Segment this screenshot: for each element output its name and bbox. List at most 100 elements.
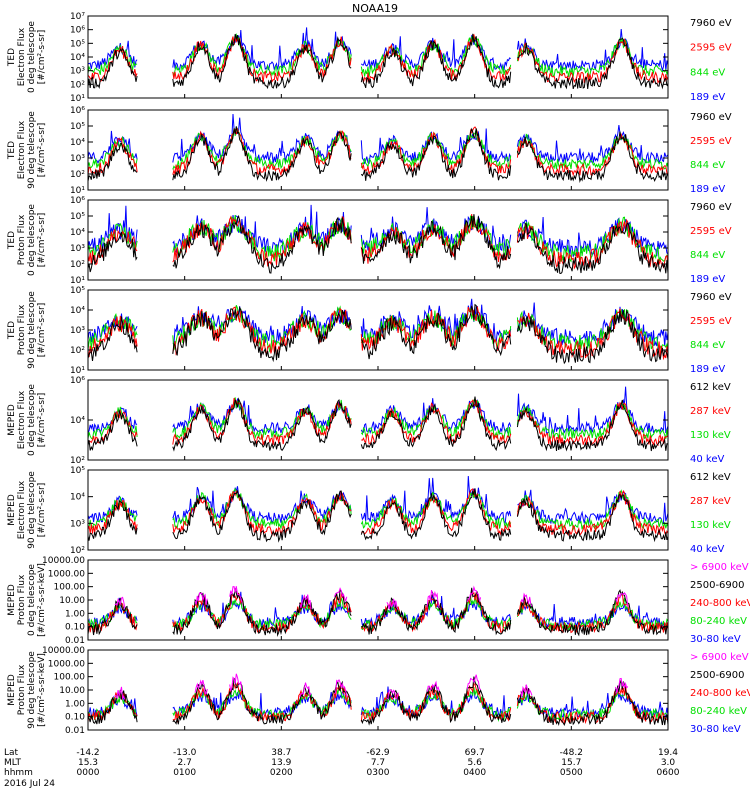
y-tick-label: 1.00 xyxy=(65,699,85,709)
legend-entry: 844 eV xyxy=(690,250,725,261)
y-axis-label-line: TED xyxy=(7,141,17,160)
y-tick-label: 10⁵ xyxy=(70,286,85,296)
x-tick-label: 0000 xyxy=(77,768,100,778)
series-ted-e-0-blue xyxy=(87,27,669,73)
y-axis-label: MEPED Proton Flux 90 deg telescope [#/cm²-s… xyxy=(7,651,47,729)
y-axis-label-line: [#/cm²-s-sr] xyxy=(37,393,47,448)
series-meped-e-90-green xyxy=(87,487,669,531)
y-axis-label-line: Proton Flux xyxy=(17,574,27,625)
y-tick-label: 1.00 xyxy=(65,609,85,619)
legend-entry: 2500-6900 xyxy=(690,580,745,591)
y-tick-label: 10⁶ xyxy=(70,196,85,206)
y-tick-label: 10³ xyxy=(70,519,85,529)
series-ted-p-0-black xyxy=(87,214,669,275)
x-tick-label: -14.2 xyxy=(76,748,99,758)
y-tick-label: 0.01 xyxy=(65,636,85,646)
y-tick-label: 10.00 xyxy=(59,686,85,696)
y-axis-label: TED Proton Flux 0 deg telescope [#/cm²-s-sr… xyxy=(7,204,47,276)
series-meped-e-0-black xyxy=(87,396,669,452)
x-tick-label: 0500 xyxy=(560,768,583,778)
x-tick-label: 0200 xyxy=(270,768,293,778)
y-tick-label: 10000.00 xyxy=(42,556,85,566)
y-axis-label-line: 90 deg telescope xyxy=(27,471,37,549)
legend-entry: > 6900 keV xyxy=(690,652,749,663)
series-meped-p-0-black xyxy=(87,587,669,637)
y-axis-label: MEPED Proton Flux 0 deg telescope [#/cm²-s-… xyxy=(7,563,47,637)
y-axis-label-line: TED xyxy=(7,48,17,67)
legend-entry: 612 keV xyxy=(690,382,731,393)
y-axis-label-line: MEPED xyxy=(7,584,17,616)
x-tick-label: 19.4 xyxy=(658,748,678,758)
legend-entry: 130 keV xyxy=(690,520,731,531)
legend-entry: 2500-6900 xyxy=(690,670,745,681)
x-tick-label: 69.7 xyxy=(465,748,485,758)
y-tick-label: 10² xyxy=(70,260,85,270)
panel-meped-p-90: 0.010.101.0010.00100.001000.0010000.00ME… xyxy=(7,646,750,736)
y-tick-label: 10⁴ xyxy=(70,138,85,148)
y-axis-label: MEPED Electron Flux 0 deg telescope [#/cm²-… xyxy=(7,384,47,456)
y-tick-label: 10⁴ xyxy=(70,228,85,238)
y-tick-label: 0.10 xyxy=(65,713,85,723)
y-axis-label-line: 90 deg telescope xyxy=(27,111,37,189)
series-meped-p-90-magenta xyxy=(114,673,629,700)
series-meped-e-90-black xyxy=(87,488,669,543)
series-meped-p-90-black xyxy=(87,676,669,727)
y-tick-label: 10⁵ xyxy=(70,212,85,222)
x-tick-label: 0400 xyxy=(463,768,486,778)
x-row-label: Lat xyxy=(4,748,19,758)
y-axis-label-line: [#/cm²-s-sr-keV] xyxy=(37,653,47,727)
x-tick-label: 0300 xyxy=(367,768,390,778)
x-tick-label: 15.7 xyxy=(561,758,581,768)
y-tick-label: 1000.00 xyxy=(48,659,85,669)
x-tick-label: 13.9 xyxy=(271,758,291,768)
series-meped-p-90-red xyxy=(87,681,669,725)
y-tick-label: 10⁷ xyxy=(70,12,85,22)
y-axis-label-line: [#/cm²-s-sr] xyxy=(37,123,47,178)
series-ted-e-90-black xyxy=(87,126,669,184)
y-tick-label: 0.10 xyxy=(65,623,85,633)
x-tick-label: -13.0 xyxy=(173,748,197,758)
series-ted-e-90-blue xyxy=(87,113,669,165)
legend-entry: 844 eV xyxy=(690,160,725,171)
y-tick-label: 10¹ xyxy=(70,276,85,286)
legend-entry: 2595 eV xyxy=(690,136,732,147)
panel-meped-e-90: 10² 10³ 10⁴ 10⁵ MEPED Electron Flux 90 deg tel… xyxy=(7,466,731,556)
series-ted-e-90-green xyxy=(87,125,669,171)
y-tick-label: 10⁵ xyxy=(70,39,85,49)
y-axis-label-line: [#/cm²-s-sr] xyxy=(37,483,47,538)
legend-entry: 189 eV xyxy=(690,274,725,285)
panel-ted-p-90: 10¹ 10² 10³ 10⁴ 10⁵ TED Proton Flux 90 deg tele… xyxy=(7,286,732,376)
x-row-label: MLT xyxy=(4,758,22,768)
legend-entry: 844 eV xyxy=(690,340,725,351)
legend-entry: 2595 eV xyxy=(690,43,732,54)
y-tick-label: 10¹ xyxy=(70,94,85,104)
x-tick-label: 0100 xyxy=(173,768,196,778)
y-axis-label: MEPED Electron Flux 90 deg telescope [#/cm²… xyxy=(7,471,47,549)
y-tick-label: 10² xyxy=(70,546,85,556)
legend-entry: 189 eV xyxy=(690,92,725,103)
y-tick-label: 100.00 xyxy=(54,583,86,593)
y-axis-label-line: [#/cm²-s-sr] xyxy=(37,213,47,268)
y-tick-label: 10³ xyxy=(70,244,85,254)
y-axis-label-line: MEPED xyxy=(7,494,17,526)
y-tick-label: 10² xyxy=(70,170,85,180)
y-tick-label: 10⁴ xyxy=(70,493,85,503)
legend-entry: 189 eV xyxy=(690,364,725,375)
y-tick-label: 10³ xyxy=(70,154,85,164)
y-tick-label: 100.00 xyxy=(54,673,86,683)
x-tick-label: 5.6 xyxy=(468,758,483,768)
legend-entry: 612 keV xyxy=(690,472,731,483)
y-tick-label: 10⁶ xyxy=(70,106,85,116)
x-tick-label: 7.7 xyxy=(371,758,385,768)
x-tick-label: 0600 xyxy=(657,768,680,778)
y-axis-label-line: MEPED xyxy=(7,674,17,706)
legend-entry: 2595 eV xyxy=(690,316,732,327)
x-axis-labels: LatMLThhmm-14.215.30000-13.02.7010038.71… xyxy=(4,748,680,789)
legend-entry: 844 eV xyxy=(690,67,725,78)
panel-meped-e-0: 10² 10⁴ 10⁶ MEPED Electron Flux 0 deg telesco… xyxy=(7,376,731,466)
panel-ted-p-0: 10¹ 10² 10³ 10⁴ 10⁵ 10⁶ TED Proton Flux 0 deg te… xyxy=(7,196,732,286)
y-axis-label-line: Electron Flux xyxy=(17,390,27,449)
y-tick-label: 10.00 xyxy=(59,596,85,606)
y-tick-label: 0.01 xyxy=(65,726,85,736)
